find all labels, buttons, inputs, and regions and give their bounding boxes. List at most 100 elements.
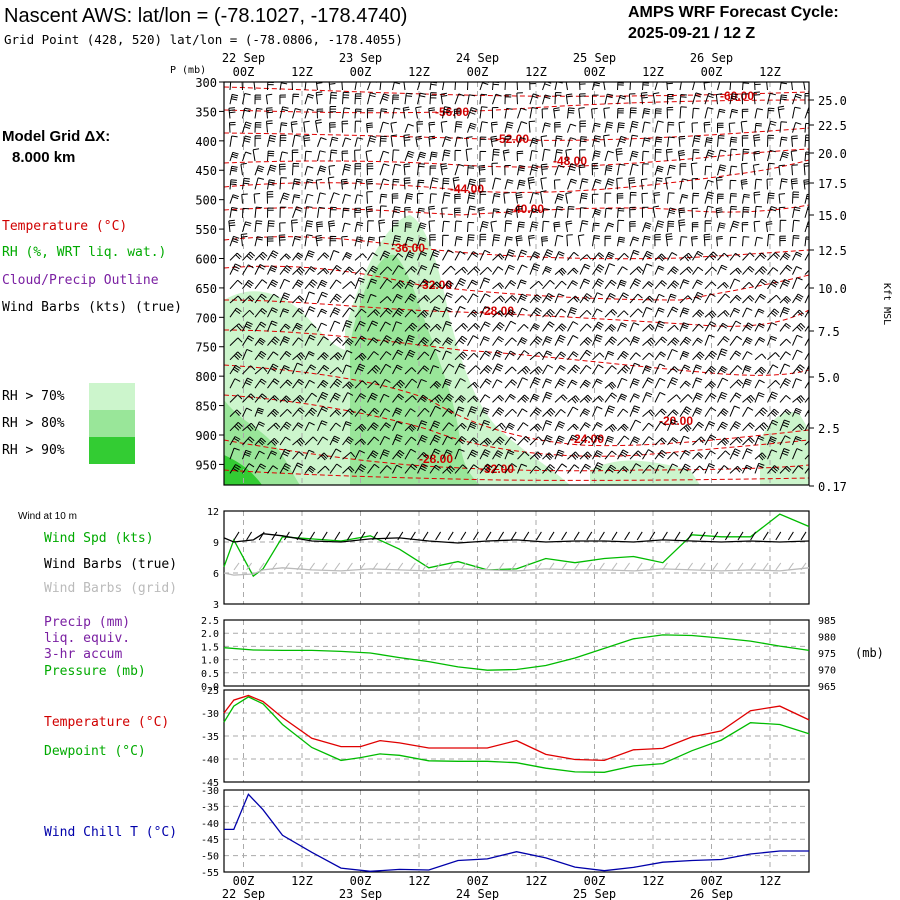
wind-barb — [329, 378, 343, 389]
surface-grid-barb — [712, 562, 719, 571]
wind-barb — [492, 93, 502, 105]
wind-barb — [392, 252, 404, 261]
wind-barb — [529, 451, 543, 460]
wind-barb — [592, 334, 603, 346]
wind-tick: 6 — [213, 569, 219, 580]
wind-barb — [554, 364, 566, 375]
wind-barb — [804, 408, 809, 417]
wind-barb — [604, 235, 612, 247]
wind-barb — [467, 293, 479, 304]
wind-barb — [467, 205, 476, 218]
windchill-tick: -35 — [201, 802, 219, 813]
wind-barb — [579, 178, 589, 190]
windchill-line — [224, 793, 809, 872]
wind-barb — [479, 336, 490, 346]
wind-barb — [504, 136, 512, 147]
wind-barb — [304, 279, 318, 290]
wind-barb — [517, 293, 528, 304]
wind-barb — [267, 378, 280, 389]
wind-barb — [404, 349, 416, 361]
wind-barb — [692, 436, 706, 446]
wind-barb — [629, 150, 639, 162]
precip-tick: 0.0 — [201, 682, 219, 693]
wind-barb — [704, 266, 717, 275]
wind-barb — [603, 134, 610, 147]
wind-barb — [367, 278, 378, 289]
wind-barb — [267, 336, 280, 346]
wind-barb — [328, 220, 336, 233]
wind-barb — [404, 207, 411, 218]
wind-barb — [592, 434, 603, 446]
wind-barb — [504, 165, 511, 176]
wind-barb — [315, 178, 323, 190]
wind-barb — [442, 106, 451, 119]
wind-barb — [640, 178, 648, 190]
wind-barb — [517, 137, 527, 147]
wind-barb — [467, 365, 481, 375]
wind-barb — [479, 419, 490, 431]
wind-barb — [742, 307, 753, 318]
wind-barb — [254, 407, 264, 417]
wind-barb — [604, 165, 613, 176]
wind-barb — [754, 353, 767, 361]
wind-barb — [329, 293, 342, 304]
wind-barb — [704, 165, 712, 176]
wind-barb — [617, 207, 625, 218]
wind-barb — [392, 407, 403, 417]
wind-barb — [529, 208, 539, 218]
wind-barb — [454, 464, 468, 474]
wind-barb — [579, 93, 586, 105]
wind-barb — [267, 307, 278, 318]
wind-barb — [342, 392, 354, 403]
wind-barb — [679, 322, 690, 332]
wind-barb — [292, 279, 304, 290]
wind-barb — [442, 177, 450, 190]
wind-barb — [479, 121, 488, 133]
wind-barb — [554, 206, 564, 218]
wind-barb — [267, 465, 279, 474]
wind-barb — [267, 363, 279, 375]
wind-barb — [254, 321, 267, 332]
surface-grid-barb — [699, 562, 706, 571]
wind-barb — [717, 193, 724, 204]
wind-barb — [678, 207, 686, 218]
surface-true-barb — [384, 531, 391, 541]
wind-barb — [767, 162, 775, 176]
wind-barb — [292, 422, 304, 432]
wind-barb — [729, 307, 741, 318]
wind-barb — [642, 391, 653, 403]
wind-barb — [242, 151, 252, 162]
surface-true-barb — [636, 531, 643, 541]
wind-barb — [667, 220, 675, 233]
top-hour-label: 00Z — [584, 65, 606, 79]
wind-barb — [517, 307, 528, 318]
wind-barb — [504, 309, 516, 318]
wind-barb — [629, 236, 640, 247]
wind-barb — [292, 437, 305, 447]
wind-barb — [529, 221, 539, 233]
wind-barb — [578, 107, 585, 119]
wind-barb — [729, 136, 738, 147]
wind-barb — [329, 435, 341, 446]
wind-barb — [654, 449, 667, 460]
wind-barb — [529, 436, 543, 446]
wind-barb — [567, 379, 578, 389]
wind-barb — [504, 121, 514, 133]
windchill-panel: -30-35-40-45-50-55 — [201, 786, 810, 879]
wind-barb — [492, 266, 504, 275]
pressure-tick: 500 — [195, 194, 217, 208]
wind-barb — [542, 420, 553, 431]
wind-barb — [579, 463, 591, 474]
wind-barb — [392, 235, 402, 247]
wind-barb — [667, 164, 676, 176]
surface-true-barb — [283, 531, 290, 541]
pressure-tick: 300 — [195, 76, 217, 90]
wind-barb — [767, 380, 781, 389]
wind-barb — [604, 336, 618, 346]
surface-true-barb — [447, 531, 454, 541]
wind-barb — [542, 94, 551, 105]
wind-barb — [804, 309, 809, 318]
wind-barb — [317, 165, 327, 176]
wind-barb — [229, 409, 242, 417]
